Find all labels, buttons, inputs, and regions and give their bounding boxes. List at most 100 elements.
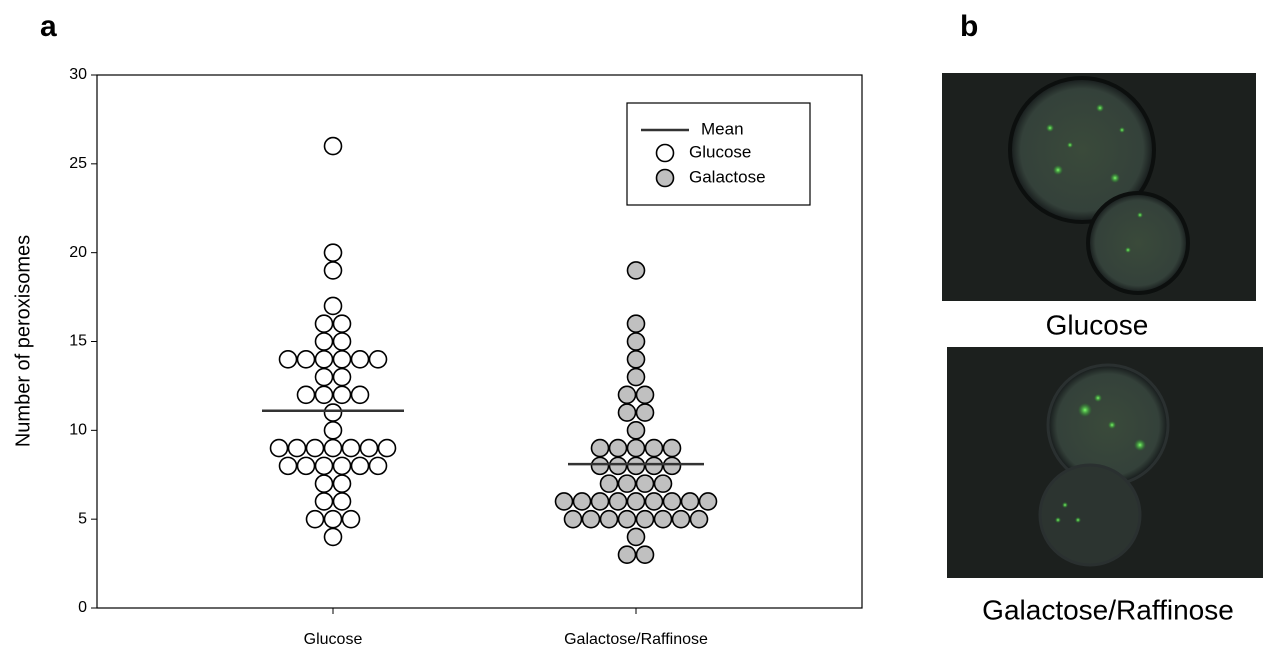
data-point — [325, 422, 342, 439]
data-point — [628, 493, 645, 510]
y-tick-label: 10 — [69, 422, 87, 439]
data-point — [352, 386, 369, 403]
data-point — [316, 475, 333, 492]
y-tick-label: 15 — [69, 333, 87, 350]
data-point — [298, 351, 315, 368]
data-point — [352, 351, 369, 368]
data-point — [637, 475, 654, 492]
data-point — [691, 511, 708, 528]
legend-label: Galactose — [689, 167, 766, 186]
x-tick-label: Galactose/Raffinose — [564, 631, 708, 648]
data-point — [610, 493, 627, 510]
data-point — [352, 457, 369, 474]
y-axis-label: Number of peroxisomes — [12, 235, 34, 447]
legend-swatch — [657, 170, 674, 187]
data-point — [325, 404, 342, 421]
data-point — [592, 457, 609, 474]
data-point — [646, 457, 663, 474]
data-point — [334, 315, 351, 332]
data-point — [316, 333, 333, 350]
data-point — [334, 351, 351, 368]
data-point — [334, 333, 351, 350]
data-point — [370, 351, 387, 368]
data-point — [325, 511, 342, 528]
data-point — [574, 493, 591, 510]
micrograph — [947, 347, 1263, 578]
data-point — [628, 528, 645, 545]
data-point — [583, 511, 600, 528]
data-point — [298, 386, 315, 403]
image-caption: Glucose — [1046, 309, 1149, 340]
data-point — [565, 511, 582, 528]
data-point — [664, 493, 681, 510]
micrograph — [942, 73, 1256, 301]
data-point — [619, 546, 636, 563]
data-point — [316, 351, 333, 368]
data-point — [334, 386, 351, 403]
data-point — [334, 493, 351, 510]
data-point — [610, 457, 627, 474]
image-caption: Galactose/Raffinose — [982, 594, 1234, 625]
legend-label: Glucose — [689, 142, 751, 161]
data-point — [334, 369, 351, 386]
data-point — [325, 138, 342, 155]
data-point — [637, 546, 654, 563]
data-point — [325, 262, 342, 279]
data-point — [271, 440, 288, 457]
y-tick-label: 5 — [78, 510, 87, 527]
y-tick-label: 20 — [69, 244, 87, 261]
data-point — [343, 511, 360, 528]
data-point — [610, 440, 627, 457]
data-point — [325, 440, 342, 457]
data-point — [619, 404, 636, 421]
legend-swatch — [657, 145, 674, 162]
data-point — [646, 440, 663, 457]
data-point — [628, 333, 645, 350]
data-point — [637, 404, 654, 421]
data-point — [307, 440, 324, 457]
data-point — [379, 440, 396, 457]
data-point — [628, 315, 645, 332]
x-tick-label: Glucose — [304, 631, 363, 648]
data-point — [619, 386, 636, 403]
y-tick-label: 0 — [78, 599, 87, 616]
data-point — [655, 475, 672, 492]
data-point — [280, 351, 297, 368]
data-point — [646, 493, 663, 510]
figure: a b Number of peroxisomes 051015202530Gl… — [0, 0, 1264, 650]
data-point — [628, 262, 645, 279]
data-point — [298, 457, 315, 474]
data-point — [316, 493, 333, 510]
legend-label: Mean — [701, 119, 744, 138]
data-point — [592, 440, 609, 457]
data-point — [556, 493, 573, 510]
data-point — [289, 440, 306, 457]
data-point — [370, 457, 387, 474]
data-point — [664, 457, 681, 474]
panel-label: b — [960, 10, 978, 43]
y-tick-label: 30 — [69, 66, 87, 83]
data-point — [619, 475, 636, 492]
data-point — [325, 244, 342, 261]
data-point — [307, 511, 324, 528]
data-point — [601, 511, 618, 528]
data-point — [628, 440, 645, 457]
data-point — [316, 315, 333, 332]
data-point — [592, 493, 609, 510]
data-point — [628, 369, 645, 386]
data-point — [628, 457, 645, 474]
data-point — [334, 457, 351, 474]
data-point — [655, 511, 672, 528]
data-point — [316, 386, 333, 403]
data-point — [325, 297, 342, 314]
data-point — [334, 475, 351, 492]
data-point — [325, 528, 342, 545]
data-point — [361, 440, 378, 457]
data-point — [700, 493, 717, 510]
data-point — [280, 457, 297, 474]
data-point — [664, 440, 681, 457]
panel-label: a — [40, 10, 57, 43]
data-point — [316, 457, 333, 474]
data-point — [637, 511, 654, 528]
